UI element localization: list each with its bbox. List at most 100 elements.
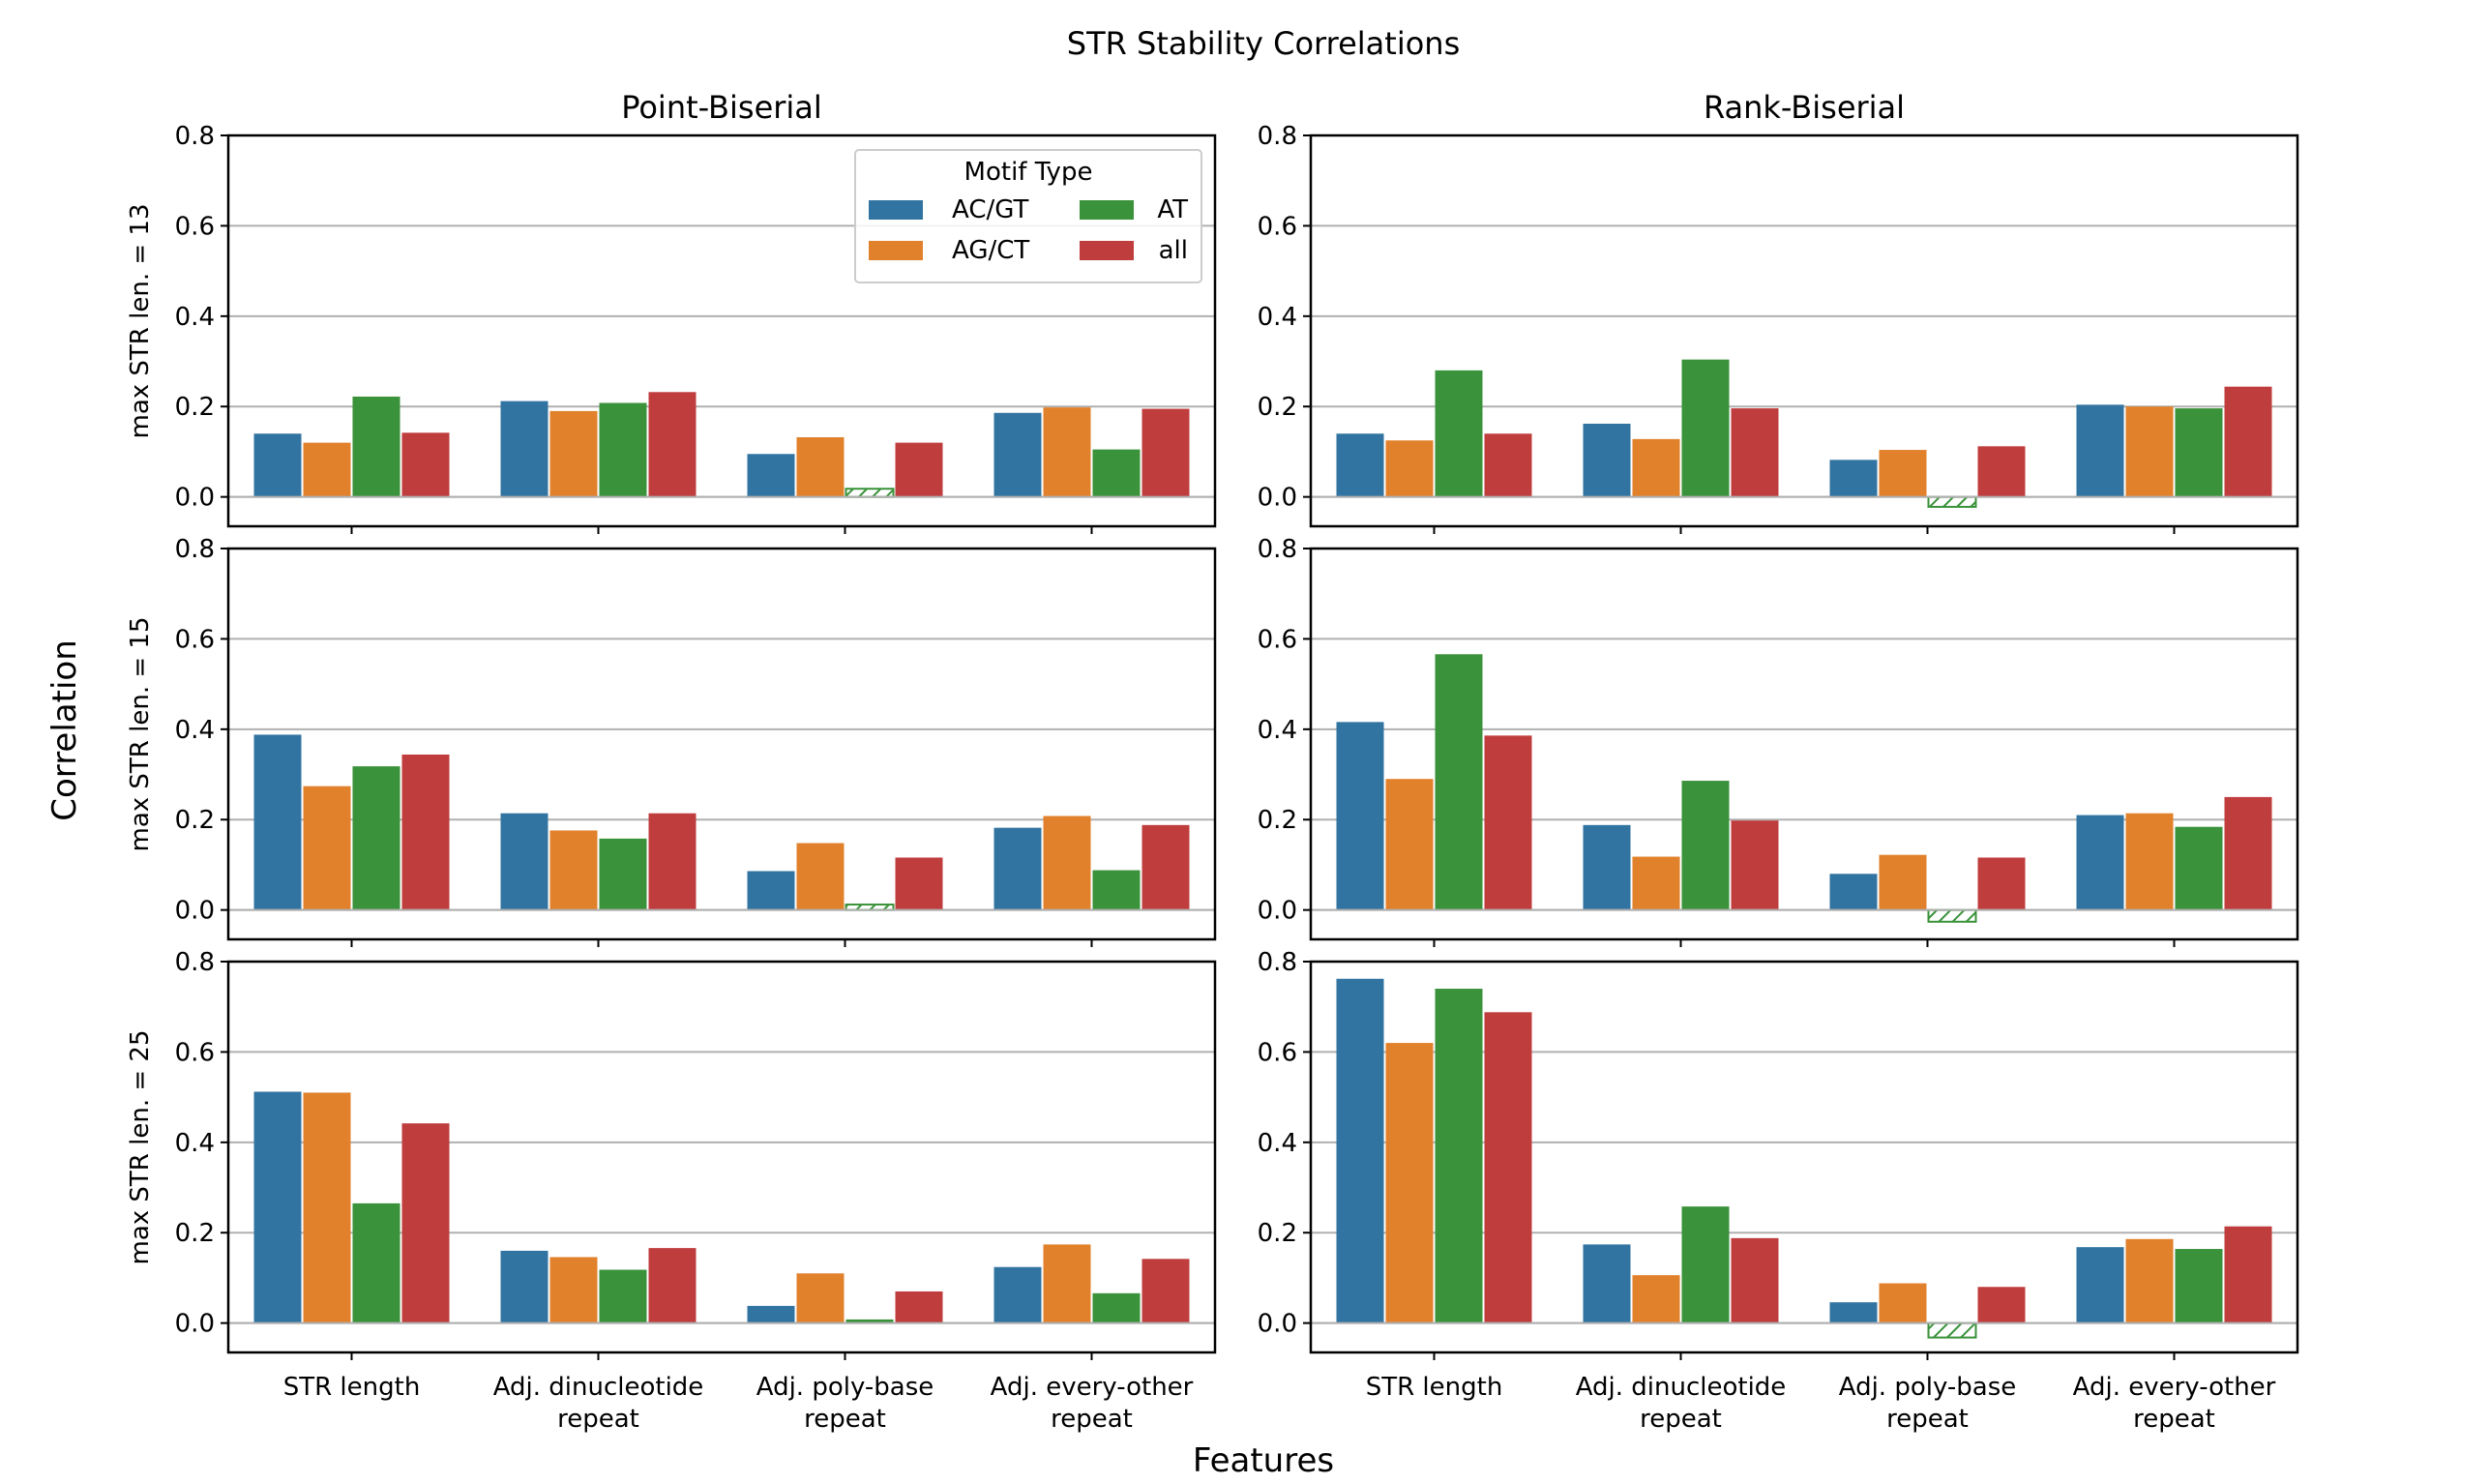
bar-all-3 (895, 442, 943, 497)
legend: Motif Type AC/GT AG/CT AT all (854, 149, 1202, 283)
panel-frame (1309, 960, 2299, 1354)
x-tick-label: Adj. poly-base repeat (756, 1373, 934, 1434)
x-tick-label-line: repeat (1886, 1405, 1969, 1434)
legend-label-at: AT (1157, 195, 1188, 224)
bar-all-3 (895, 1291, 943, 1323)
bar-at-4 (1092, 870, 1141, 910)
bar-at-4 (1092, 449, 1141, 497)
y-tick-label: 0.0 (1258, 484, 1297, 513)
bar-ag-ct-3 (1879, 450, 1927, 497)
bar-ac-gt-2 (500, 813, 548, 910)
bar-ac-gt-3 (747, 1305, 795, 1323)
bar-ac-gt-4 (2076, 1247, 2124, 1323)
y-tick-label: 0.6 (1258, 625, 1297, 654)
bar-all-3 (895, 857, 943, 910)
x-tick-label: Adj. every-other repeat (991, 1373, 1194, 1434)
bar-all-3 (1977, 1287, 2026, 1323)
bar-at-1 (1435, 370, 1483, 497)
bar-all-1 (1484, 433, 1532, 497)
bar-all-4 (2224, 796, 2272, 910)
bar-at-1 (1435, 989, 1483, 1323)
bar-ac-gt-3 (747, 454, 795, 497)
bar-ag-ct-4 (2125, 406, 2174, 497)
bar-ag-ct-3 (1879, 1283, 1927, 1323)
bar-ac-gt-1 (253, 433, 302, 497)
bar-ag-ct-2 (549, 830, 598, 910)
panel-rank-biserial-max-str-len-13: 0.0 0.2 0.4 0.6 0.8 (1258, 122, 2299, 534)
bar-at-2 (1681, 781, 1730, 910)
y-tick-label: 0.0 (175, 484, 215, 513)
x-tick-label-line: Adj. dinucleotide (1576, 1373, 1787, 1402)
bar-ag-ct-1 (1385, 779, 1434, 910)
bar-at-2 (599, 838, 647, 910)
bar-ag-ct-1 (303, 786, 351, 910)
bar-at-3 (1927, 495, 1977, 508)
chart-title: STR Stability Correlations (1067, 25, 1461, 62)
bar-all-2 (1731, 820, 1779, 910)
bar-all-1 (401, 754, 450, 910)
bar-at-4 (1092, 1292, 1141, 1323)
x-tick-label: Adj. every-other repeat (2073, 1373, 2276, 1434)
panel-rank-biserial-max-str-len-25: 0.0 0.2 0.4 0.6 0.8 STR length Adj. dinucleoti… (1258, 948, 2299, 1434)
x-tick-label-line: Adj. dinucleotide (493, 1373, 704, 1402)
bar-ag-ct-2 (549, 410, 598, 497)
legend-title: Motif Type (964, 158, 1093, 187)
bar-at-4 (2175, 826, 2223, 910)
legend-label-ac-gt: AC/GT (952, 195, 1028, 224)
row-label: max STR len. = 15 (126, 617, 155, 852)
bar-ag-ct-2 (1632, 438, 1680, 497)
bar-ac-gt-2 (1583, 1244, 1631, 1323)
x-tick-label-line: repeat (804, 1405, 886, 1434)
bar-ac-gt-2 (1583, 824, 1631, 910)
column-title-rank-biserial: Rank-Biserial (1704, 89, 1905, 126)
panel-point-biserial-max-str-len-25: 0.0 0.2 0.4 0.6 0.8 STR length Adj. dinucleoti… (126, 948, 1217, 1434)
bar-all-2 (648, 1248, 697, 1323)
bar-ac-gt-1 (253, 734, 302, 910)
panel-point-biserial-max-str-len-15: 0.0 0.2 0.4 0.6 0.8 max STR len. = 15 (126, 535, 1217, 947)
bar-ag-ct-3 (1879, 854, 1927, 910)
column-title-point-biserial: Point-Biserial (621, 89, 822, 126)
x-tick-label-line: Adj. poly-base (1839, 1373, 2017, 1402)
bar-at-2 (599, 1269, 647, 1323)
bar-all-4 (1141, 824, 1190, 910)
panel-frame (226, 960, 1217, 1354)
y-tick-label: 0.2 (1258, 393, 1297, 422)
bar-ac-gt-1 (253, 1091, 302, 1323)
bar-all-1 (401, 1123, 450, 1323)
bar-all-3 (1977, 857, 2026, 910)
x-tick-label-line: STR length (1366, 1373, 1503, 1402)
x-tick-label-line: STR length (283, 1373, 421, 1402)
legend-swatch-ag-ct (869, 241, 923, 260)
bar-ag-ct-1 (303, 442, 351, 497)
bar-ac-gt-3 (1829, 874, 1878, 910)
x-tick-label-line: repeat (1640, 1405, 1722, 1434)
bar-ag-ct-3 (796, 1273, 845, 1323)
y-axis-label: Correlation (45, 639, 84, 820)
row-label: max STR len. = 13 (126, 204, 155, 439)
y-tick-label: 0.6 (1258, 1038, 1297, 1067)
y-tick-label: 0.8 (1258, 122, 1297, 151)
y-tick-label: 0.2 (175, 393, 215, 422)
bar-ac-gt-4 (993, 412, 1042, 497)
bar-at-2 (599, 402, 647, 497)
x-tick-label-line: Adj. every-other (2073, 1373, 2276, 1402)
bar-ac-gt-2 (1583, 423, 1631, 497)
bar-all-1 (1484, 1012, 1532, 1323)
bar-at-2 (1681, 359, 1730, 497)
panel-point-biserial-max-str-len-13: 0.0 0.2 0.4 0.6 0.8 max STR len. = 13 (126, 122, 1217, 534)
bar-ac-gt-4 (2076, 404, 2124, 497)
y-tick-label: 0.4 (175, 303, 215, 332)
x-tick-label-line: Adj. poly-base (756, 1373, 934, 1402)
panel-frame (1309, 547, 2299, 941)
bar-ag-ct-3 (796, 436, 845, 497)
bar-at-1 (352, 396, 400, 497)
bar-ag-ct-2 (1632, 856, 1680, 910)
x-tick-label: Adj. dinucleotide repeat (493, 1373, 704, 1434)
bar-at-2 (1681, 1206, 1730, 1323)
bar-ac-gt-1 (1336, 722, 1384, 910)
y-tick-label: 0.6 (175, 625, 215, 654)
bar-at-4 (2175, 408, 2223, 497)
y-tick-label: 0.4 (1258, 716, 1297, 745)
bar-ac-gt-4 (2076, 815, 2124, 910)
